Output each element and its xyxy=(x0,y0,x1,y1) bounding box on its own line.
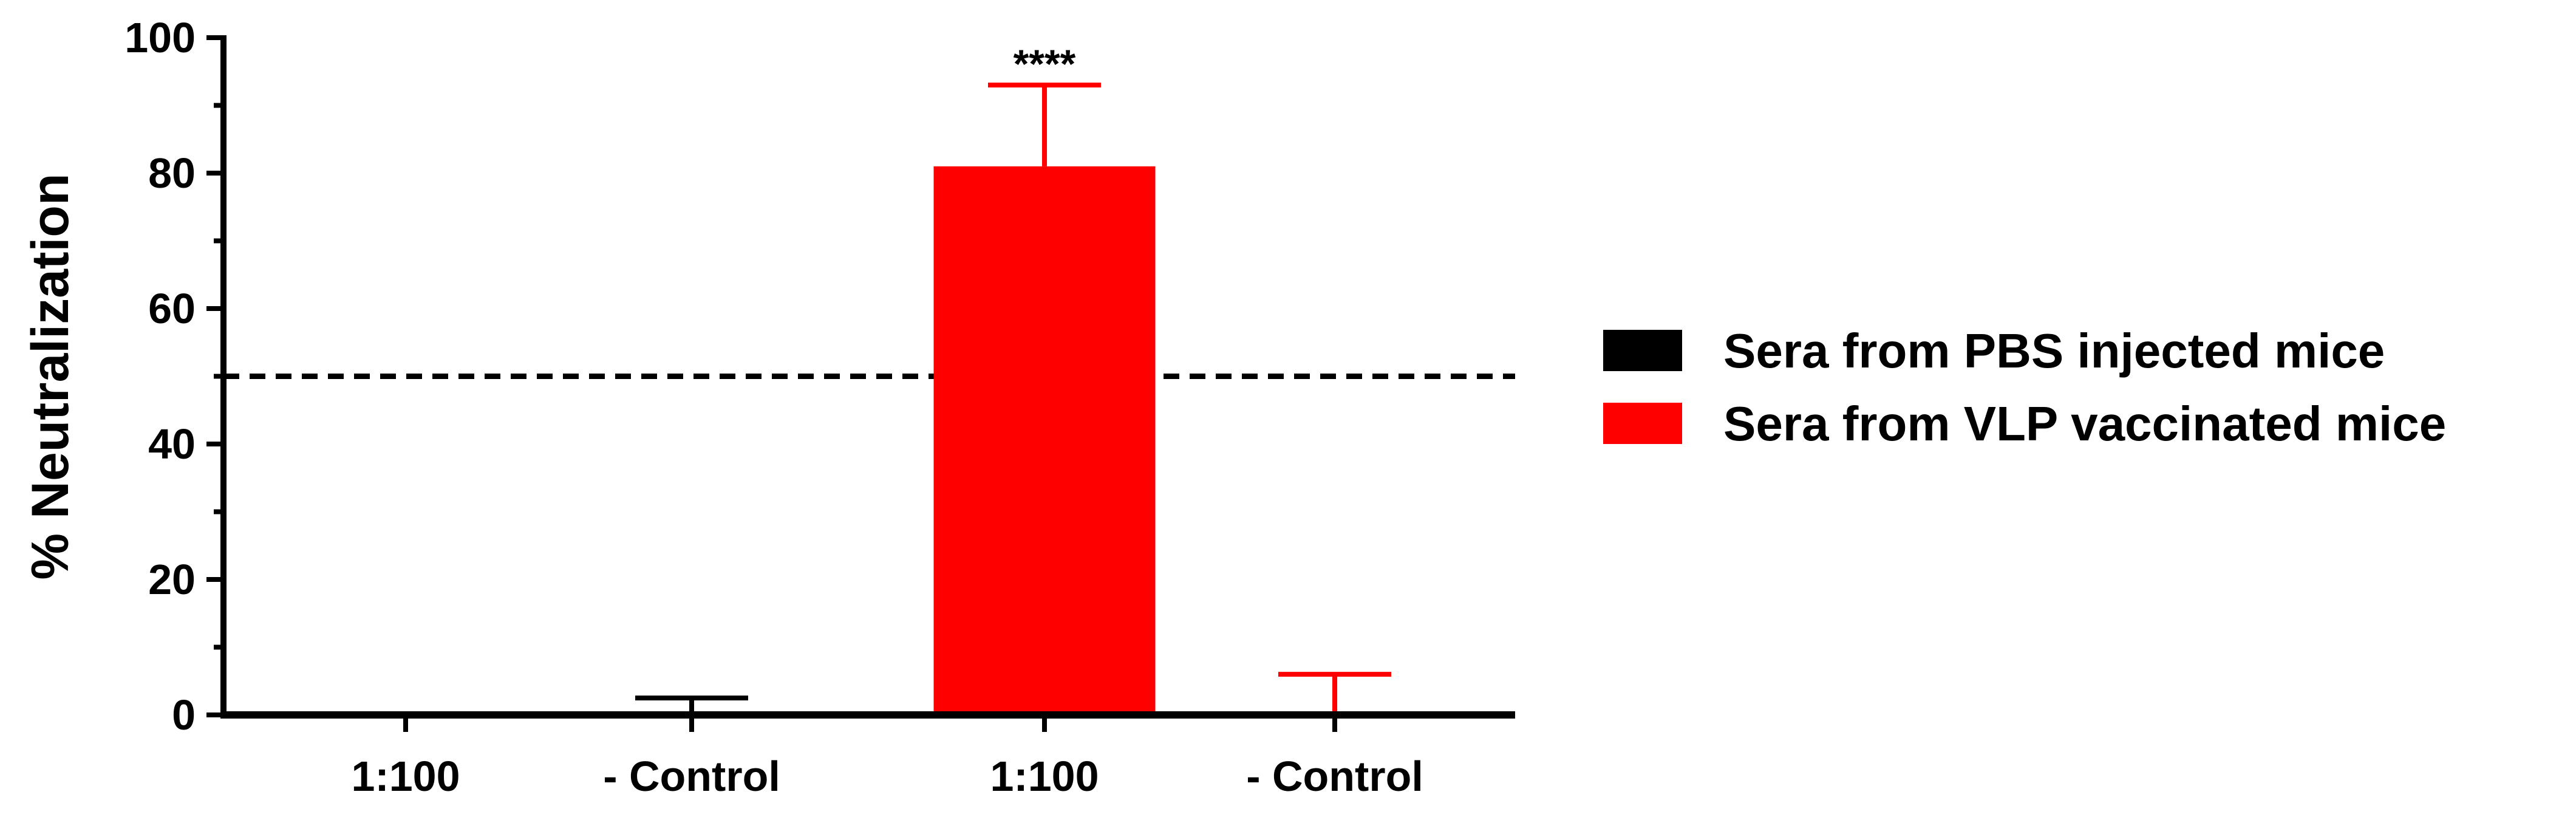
legend: Sera from PBS injected mice Sera from VLP… xyxy=(1603,324,2446,451)
y-tick-label: 0 xyxy=(172,691,196,739)
y-tick-label: 40 xyxy=(148,420,196,468)
legend-label-2: Sera from VLP vaccinated mice xyxy=(1723,397,2446,451)
significance-label: **** xyxy=(1014,41,1076,86)
legend-swatch-1 xyxy=(1603,330,1682,371)
y-tick-label: 20 xyxy=(148,556,196,603)
x-tick-label: - Control xyxy=(603,753,780,800)
y-tick-label: 60 xyxy=(148,285,196,332)
bar-3 xyxy=(933,166,1156,716)
x-tick-label: 1:100 xyxy=(990,753,1099,800)
axes: 0 20 40 60 80 100 1:100 - Control 1:100 - Control… xyxy=(21,14,1515,800)
legend-label-1: Sera from PBS injected mice xyxy=(1723,324,2385,378)
y-tick-label: 80 xyxy=(148,149,196,197)
legend-swatch-2 xyxy=(1603,403,1682,444)
x-tick-label: 1:100 xyxy=(351,753,460,800)
y-tick-label: 100 xyxy=(124,14,196,61)
plot-area: **** xyxy=(223,41,1515,716)
y-axis-title: % Neutralization xyxy=(21,174,80,580)
x-tick-label: - Control xyxy=(1246,753,1423,800)
